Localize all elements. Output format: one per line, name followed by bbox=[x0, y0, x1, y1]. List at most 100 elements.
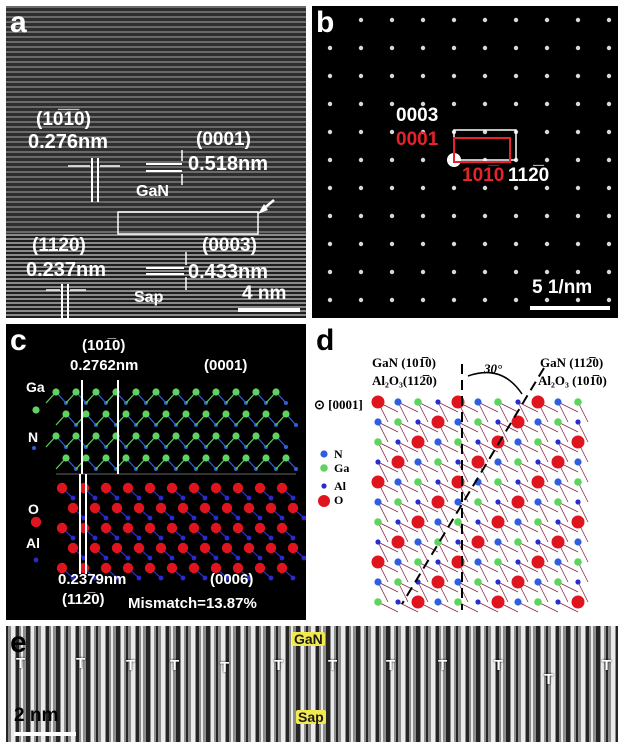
diffraction-spot bbox=[544, 45, 550, 51]
lattice-fringe bbox=[271, 626, 274, 742]
al-atom bbox=[375, 459, 381, 465]
diffraction-spot bbox=[513, 269, 519, 275]
o-atom bbox=[111, 542, 123, 554]
ga-atom bbox=[414, 558, 422, 566]
diffraction-spot bbox=[420, 213, 426, 219]
al-atom bbox=[395, 519, 401, 525]
ga-atom bbox=[82, 410, 90, 418]
diffraction-spot bbox=[575, 185, 581, 191]
lattice-bond bbox=[417, 581, 439, 593]
lattice-fringe bbox=[216, 626, 218, 742]
lattice-fringe bbox=[476, 626, 480, 742]
al-atom bbox=[70, 535, 76, 541]
lattice-bond bbox=[577, 501, 589, 523]
diffraction-spot bbox=[544, 129, 550, 135]
gan-1120-direction: GaN (112̅0) bbox=[540, 355, 604, 370]
al-atom bbox=[455, 539, 461, 545]
ga-atom bbox=[62, 410, 70, 418]
al-atom bbox=[475, 599, 481, 605]
lattice-bond bbox=[397, 561, 419, 573]
spot-1120-label: 112̅0 bbox=[508, 165, 550, 186]
legend-n: N bbox=[334, 447, 343, 461]
o-atom bbox=[232, 522, 244, 534]
lattice-bond bbox=[417, 461, 429, 483]
lattice-fringe bbox=[196, 626, 199, 742]
al-atom bbox=[224, 495, 230, 501]
al-atom bbox=[92, 495, 98, 501]
lattice-fringe bbox=[351, 626, 353, 742]
diffraction-spot bbox=[358, 73, 364, 79]
spot-0001-label: 0001 bbox=[396, 129, 439, 150]
lattice-fringe bbox=[206, 626, 210, 742]
al-atom bbox=[301, 515, 306, 521]
o-atom bbox=[155, 502, 167, 514]
o-atom bbox=[511, 495, 525, 509]
ga-atom bbox=[554, 578, 562, 586]
lattice-bond bbox=[477, 601, 499, 613]
al-atom bbox=[575, 499, 581, 505]
al-atom bbox=[169, 515, 175, 521]
lattice-bond bbox=[437, 601, 459, 613]
al-atom bbox=[114, 535, 120, 541]
diffraction-spot bbox=[513, 17, 519, 23]
al-atom bbox=[290, 495, 296, 501]
lattice-fringe bbox=[201, 626, 203, 742]
diffraction-spot bbox=[327, 185, 333, 191]
ga-atom bbox=[182, 454, 190, 462]
al-atom bbox=[375, 539, 381, 545]
diffraction-spot bbox=[451, 297, 457, 303]
lattice-bond bbox=[497, 461, 509, 483]
diffraction-spot bbox=[358, 185, 364, 191]
ga-atom bbox=[102, 454, 110, 462]
ga-atom bbox=[232, 432, 240, 440]
o-atom bbox=[221, 542, 233, 554]
diffraction-spot bbox=[482, 213, 488, 219]
n-atom bbox=[434, 518, 442, 526]
ga-atom bbox=[272, 388, 280, 396]
panel-c-model: c (101̅0) 0.2762nm (0001) Ga N O Al 0.23… bbox=[6, 324, 306, 620]
lattice-fringe bbox=[166, 626, 169, 742]
diffraction-spot bbox=[451, 241, 457, 247]
lattice-fringe bbox=[306, 626, 308, 742]
dislocation-marker: T bbox=[386, 657, 396, 674]
lattice-bond bbox=[537, 461, 559, 473]
lattice-fringe bbox=[236, 626, 240, 742]
panel-a-scale-bar bbox=[238, 308, 300, 312]
lattice-fringe bbox=[571, 626, 574, 742]
ga-atom bbox=[434, 458, 442, 466]
zone-axis-symbol: ⊙ bbox=[314, 397, 325, 412]
lattice-fringe bbox=[21, 626, 23, 742]
lattice-mismatch-label: Mismatch=13.87% bbox=[128, 595, 257, 612]
direction-line-diagonal bbox=[401, 367, 545, 605]
dislocation-marker: T bbox=[220, 659, 230, 676]
lattice-bond bbox=[377, 541, 399, 553]
lattice-fringe bbox=[41, 626, 45, 742]
lattice-bond bbox=[517, 481, 529, 503]
al-atom bbox=[103, 555, 109, 561]
ga-atom bbox=[152, 388, 160, 396]
plane-1120-label-c: (112̅0) bbox=[62, 591, 105, 608]
panel-b-label: b bbox=[316, 6, 335, 39]
lattice-fringe bbox=[551, 626, 555, 742]
n-atom bbox=[374, 418, 382, 426]
lattice-bond bbox=[537, 421, 559, 433]
diffraction-spot bbox=[575, 73, 581, 79]
ga-atom bbox=[132, 388, 140, 396]
ga-atom bbox=[554, 418, 562, 426]
lattice-fringe bbox=[456, 626, 458, 742]
panel-c-structure bbox=[30, 380, 306, 581]
diffraction-spot bbox=[606, 45, 612, 51]
legend-n-label: N bbox=[28, 429, 39, 445]
lattice-fringe bbox=[326, 626, 330, 742]
al-atom bbox=[515, 399, 521, 405]
lattice-fringe bbox=[426, 626, 428, 742]
diffraction-spot bbox=[575, 157, 581, 163]
lattice-bond bbox=[477, 481, 489, 503]
unit-cell-outline bbox=[453, 129, 517, 161]
lattice-fringe bbox=[421, 626, 424, 742]
lattice-bond bbox=[517, 521, 529, 543]
o-atom bbox=[210, 522, 222, 534]
diffraction-spot bbox=[327, 213, 333, 219]
spacing-1120-value: 0.237nm bbox=[26, 259, 107, 281]
lattice-fringe bbox=[561, 626, 563, 742]
